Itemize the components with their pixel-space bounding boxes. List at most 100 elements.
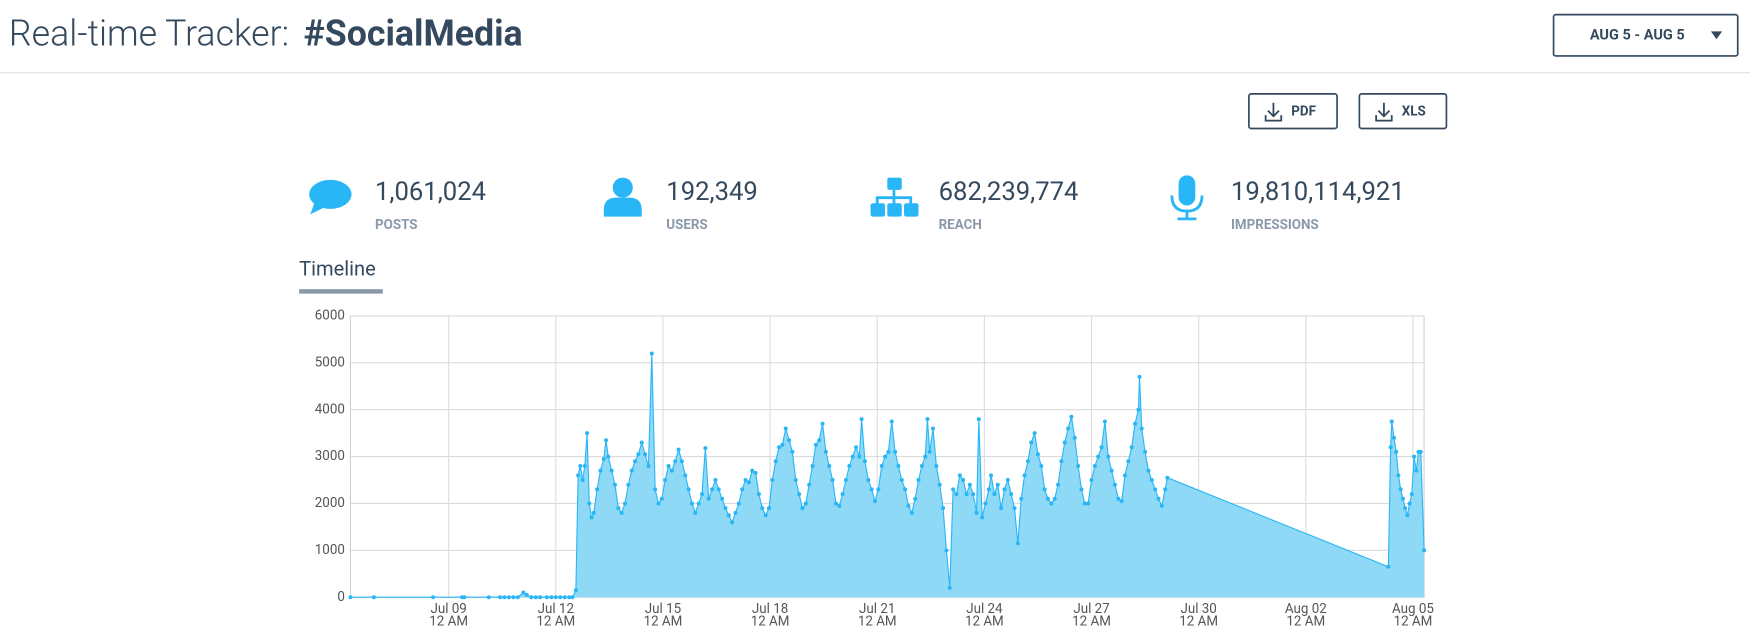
button-label[interactable]: PDF bbox=[1291, 104, 1316, 119]
x-tick-label: 12 AM bbox=[751, 614, 790, 629]
data-point bbox=[720, 496, 725, 501]
data-point bbox=[515, 595, 520, 600]
data-point bbox=[810, 463, 815, 468]
data-point bbox=[1106, 454, 1111, 459]
data-point bbox=[666, 463, 671, 468]
tab-label[interactable]: Timeline bbox=[299, 257, 376, 281]
data-point bbox=[833, 501, 838, 506]
data-point bbox=[1422, 548, 1427, 553]
download-icon[interactable] bbox=[1264, 102, 1283, 122]
x-tick-label: Jul 15 bbox=[645, 602, 681, 617]
data-point bbox=[591, 510, 596, 515]
x-tick-label: 12 AM bbox=[965, 614, 1004, 629]
data-point bbox=[1156, 496, 1161, 501]
data-point bbox=[619, 510, 624, 515]
data-point bbox=[683, 473, 688, 478]
data-point bbox=[1146, 468, 1151, 473]
data-point bbox=[790, 449, 795, 454]
data-point bbox=[716, 487, 721, 492]
data-point bbox=[1109, 468, 1114, 473]
data-point bbox=[1403, 506, 1408, 511]
data-point bbox=[686, 487, 691, 492]
area-fill bbox=[350, 353, 1425, 598]
data-point bbox=[937, 482, 942, 487]
data-point bbox=[1129, 445, 1134, 450]
data-point bbox=[743, 478, 748, 483]
y-tick-label: 0 bbox=[337, 590, 345, 605]
data-point bbox=[1072, 435, 1077, 440]
data-point bbox=[823, 449, 828, 454]
data-point bbox=[1092, 463, 1097, 468]
data-point bbox=[869, 487, 874, 492]
data-point bbox=[961, 478, 966, 483]
x-tick-label: 12 AM bbox=[1394, 614, 1433, 629]
data-point bbox=[1405, 513, 1410, 518]
stat-value: 682,239,774 bbox=[939, 177, 1079, 207]
y-tick-label: 2000 bbox=[315, 496, 345, 511]
data-point bbox=[893, 449, 898, 454]
data-point bbox=[1069, 414, 1074, 419]
data-point bbox=[967, 482, 972, 487]
data-point bbox=[859, 417, 864, 422]
data-point bbox=[649, 351, 654, 356]
data-point bbox=[800, 506, 805, 511]
data-point bbox=[1076, 463, 1081, 468]
y-tick-label: 4000 bbox=[315, 402, 345, 417]
data-point bbox=[1032, 431, 1037, 436]
data-point bbox=[947, 585, 952, 590]
xls-button[interactable]: XLS bbox=[1358, 93, 1448, 130]
pdf-button[interactable]: PDF bbox=[1248, 93, 1338, 130]
data-point bbox=[770, 478, 775, 483]
data-point bbox=[598, 468, 603, 473]
data-point bbox=[506, 595, 511, 600]
data-point bbox=[1059, 459, 1064, 464]
data-point bbox=[1005, 478, 1010, 483]
stat-value: 192,349 bbox=[666, 177, 758, 207]
data-point bbox=[633, 459, 638, 464]
data-point bbox=[944, 548, 949, 553]
data-point bbox=[533, 595, 538, 600]
data-point bbox=[1389, 419, 1394, 424]
x-tick-label: 12 AM bbox=[1286, 614, 1325, 629]
dropdown-box[interactable] bbox=[1552, 13, 1739, 57]
data-point bbox=[872, 499, 878, 504]
data-point bbox=[1398, 487, 1403, 492]
date-range[interactable]: AUG 5 - AUG 5 bbox=[1590, 27, 1685, 44]
data-point bbox=[1049, 501, 1054, 506]
data-point bbox=[1019, 496, 1024, 501]
data-point bbox=[595, 487, 600, 492]
data-point bbox=[951, 487, 956, 492]
data-point bbox=[1388, 445, 1393, 450]
data-point bbox=[1412, 454, 1417, 459]
data-point bbox=[643, 452, 648, 457]
date-dropdown[interactable]: AUG 5 - AUG 5 bbox=[1552, 13, 1739, 57]
data-point bbox=[919, 463, 924, 468]
data-point bbox=[989, 473, 994, 478]
data-point bbox=[1418, 449, 1423, 454]
button-label[interactable]: XLS bbox=[1402, 104, 1426, 119]
data-point bbox=[706, 496, 711, 501]
x-tick-label: Jul 24 bbox=[966, 602, 1003, 617]
data-point bbox=[1133, 421, 1138, 426]
data-point bbox=[820, 421, 825, 426]
hashtag: #SocialMedia bbox=[304, 12, 523, 54]
data-point bbox=[669, 468, 674, 473]
data-point bbox=[549, 595, 554, 600]
data-point bbox=[1165, 475, 1170, 480]
data-point bbox=[803, 501, 808, 506]
data-point bbox=[847, 463, 852, 468]
data-point bbox=[1407, 501, 1412, 506]
data-point bbox=[659, 496, 664, 501]
data-point bbox=[1002, 487, 1007, 492]
data-point bbox=[780, 442, 785, 447]
data-point bbox=[899, 478, 904, 483]
data-point bbox=[1052, 496, 1057, 501]
data-point bbox=[589, 515, 594, 520]
dropdown-caret[interactable] bbox=[1710, 31, 1723, 40]
download-icon[interactable] bbox=[1375, 102, 1393, 122]
data-point bbox=[817, 438, 822, 443]
data-point bbox=[1025, 459, 1030, 464]
